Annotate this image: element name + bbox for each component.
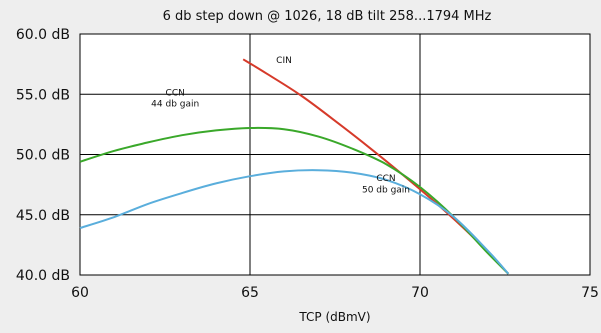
- annotation-1: CIN: [276, 56, 292, 66]
- y-tick-label-3: 55.0 dB: [16, 87, 70, 103]
- y-tick-label-0: 40.0 dB: [16, 268, 70, 284]
- annotation-3: CCN 50 db gain: [362, 174, 410, 195]
- x-axis-ticks: 60 65 70 75: [71, 285, 599, 301]
- y-tick-label-2: 50.0 dB: [16, 148, 70, 164]
- y-axis-ticks: 40.0 dB 45.0 dB 50.0 dB 55.0 dB 60.0 dB: [16, 27, 70, 284]
- annotation-2: CCN 44 db gain: [151, 88, 199, 109]
- x-tick-label-1: 65: [241, 285, 259, 301]
- y-tick-label-4: 60.0 dB: [16, 27, 70, 43]
- x-axis-label: TCP (dBmV): [298, 310, 370, 324]
- gridlines: [80, 34, 590, 275]
- annotations: CIN CCN 44 db gain CCN 50 db gain: [151, 56, 410, 195]
- chart-title: 6 db step down @ 1026, 18 dB tilt 258...…: [163, 9, 492, 24]
- y-tick-label-1: 45.0 dB: [16, 208, 70, 224]
- x-tick-label-3: 75: [581, 285, 599, 301]
- series-layer: [79, 58, 510, 275]
- x-tick-label-0: 60: [71, 285, 89, 301]
- x-tick-label-2: 70: [411, 285, 429, 301]
- series-line-3: [79, 169, 510, 275]
